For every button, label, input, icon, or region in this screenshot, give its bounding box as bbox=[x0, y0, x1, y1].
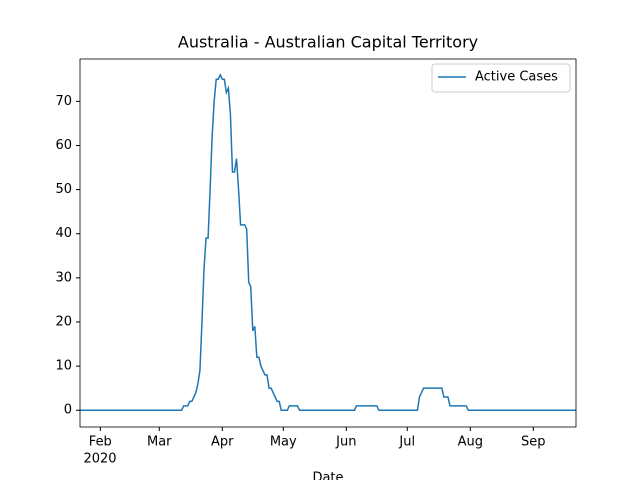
x-tick-label: Jul bbox=[398, 435, 415, 450]
x-tick-label: Feb bbox=[89, 435, 112, 450]
x-tick-label: Aug bbox=[458, 435, 483, 450]
y-tick-label: 30 bbox=[55, 270, 72, 285]
y-tick-label: 40 bbox=[55, 226, 72, 241]
axes-frame bbox=[79, 58, 577, 428]
x-tick-label: Apr bbox=[211, 435, 234, 450]
y-tick-label: 50 bbox=[55, 182, 72, 197]
y-tick-label: 70 bbox=[55, 94, 72, 109]
legend-box bbox=[431, 63, 571, 93]
y-tick-label: 0 bbox=[64, 403, 72, 418]
x-axis-label: Date bbox=[312, 471, 343, 480]
chart-title: Australia - Australian Capital Territory bbox=[178, 33, 478, 52]
y-tick-label: 10 bbox=[55, 359, 72, 374]
x-year-label: 2020 bbox=[83, 452, 116, 467]
x-tick-label: May bbox=[270, 435, 297, 450]
y-tick-label: 60 bbox=[55, 138, 72, 153]
y-tick-label: 20 bbox=[55, 314, 72, 329]
legend-label: Active Cases bbox=[475, 70, 558, 85]
x-tick-label: Jun bbox=[335, 435, 356, 450]
line bbox=[80, 73, 576, 411]
x-tick-label: Mar bbox=[147, 435, 172, 450]
x-tick-label: Sep bbox=[521, 435, 546, 450]
